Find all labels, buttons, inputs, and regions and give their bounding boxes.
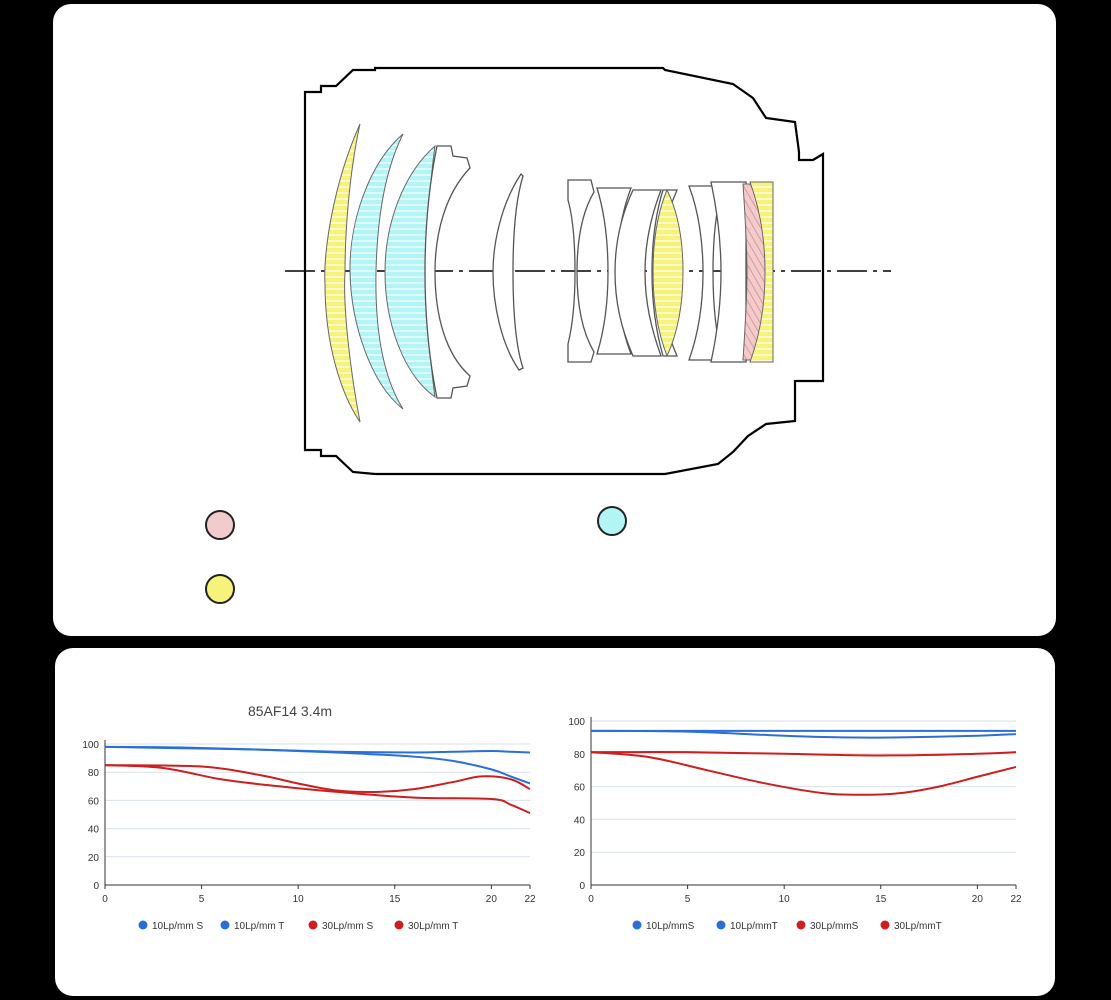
legend-label: 10Lp/mm S [152, 921, 203, 932]
x-tick-label: 5 [199, 894, 205, 905]
legend-label: 10Lp/mmT [730, 921, 778, 932]
y-tick-label: 80 [88, 768, 100, 779]
series-line-2 [104, 745, 531, 785]
legend-marker [220, 920, 230, 930]
x-tick-label: 0 [588, 894, 594, 905]
legend-label: 30Lp/mm S [322, 921, 373, 932]
lens-cross-section-diagram [285, 66, 891, 476]
x-tick-label: 15 [875, 894, 887, 905]
y-tick-label: 100 [82, 740, 99, 751]
series-line-3 [104, 764, 531, 794]
lens-element-8 [614, 189, 662, 357]
series-line-2 [590, 729, 1017, 739]
y-tick-label: 40 [574, 815, 586, 826]
legend-dot-low-dispersion [205, 510, 235, 540]
lens-barrel-outline [303, 66, 825, 476]
legend-marker [308, 920, 318, 930]
lens-diagram-panel [53, 4, 1056, 636]
x-tick-label: 20 [972, 894, 984, 905]
y-tick-label: 100 [568, 717, 585, 728]
legend-dot-high-refraction [205, 574, 235, 604]
y-tick-label: 0 [579, 881, 585, 892]
legend-marker [138, 920, 148, 930]
y-tick-label: 60 [88, 796, 100, 807]
x-tick-label: 5 [685, 894, 691, 905]
legend-marker [796, 920, 806, 930]
mtf-chart-left: 85AF14 3.4m 0 20 40 60 80 100 0 5 10 15 20 22 10Lp/mm… [82, 703, 536, 932]
lens-element-10-yellow [652, 188, 684, 358]
lens-element-1 [324, 123, 361, 423]
legend-marker [880, 920, 890, 930]
series-line-4 [590, 751, 1017, 796]
legend-label: 30Lp/mm T [408, 921, 458, 932]
x-tick-label: 22 [524, 894, 536, 905]
legend-label: 30Lp/mmT [894, 921, 942, 932]
mtf-chart-right: 0 20 40 60 80 100 0 5 10 15 20 22 10Lp/mmS 10Lp/mmT 30… [568, 717, 1022, 932]
legend-label: 10Lp/mmS [646, 921, 695, 932]
legend-label: 10Lp/mm T [234, 921, 284, 932]
lens-element-2 [349, 133, 404, 410]
y-tick-label: 40 [88, 825, 100, 836]
legend-marker [632, 920, 642, 930]
x-tick-label: 20 [486, 894, 498, 905]
y-tick-label: 0 [93, 881, 99, 892]
lens-element-12 [710, 181, 747, 363]
x-tick-label: 10 [293, 894, 305, 905]
chart-title: 85AF14 3.4m [248, 703, 332, 719]
y-tick-label: 60 [574, 783, 586, 794]
x-tick-label: 22 [1010, 894, 1022, 905]
legend-label: 30Lp/mmS [810, 921, 859, 932]
lens-element-14-yellow [749, 181, 774, 363]
lens-element-5 [492, 172, 524, 371]
y-tick-label: 20 [88, 853, 100, 864]
y-tick-label: 20 [574, 848, 586, 859]
x-tick-label: 0 [102, 894, 108, 905]
legend-dot-aspherical [597, 506, 627, 536]
x-tick-label: 15 [389, 894, 401, 905]
lens-element-4 [424, 145, 471, 399]
legend-marker [716, 920, 726, 930]
series-line-4 [104, 764, 531, 815]
x-tick-label: 10 [779, 894, 791, 905]
legend-marker [394, 920, 404, 930]
y-tick-label: 80 [574, 750, 586, 761]
series-line-3 [590, 751, 1017, 757]
lens-element-6 [567, 179, 595, 363]
mtf-charts-panel: 85AF14 3.4m 0 20 40 60 80 100 0 5 10 15 20 22 10Lp/mm… [55, 648, 1055, 996]
